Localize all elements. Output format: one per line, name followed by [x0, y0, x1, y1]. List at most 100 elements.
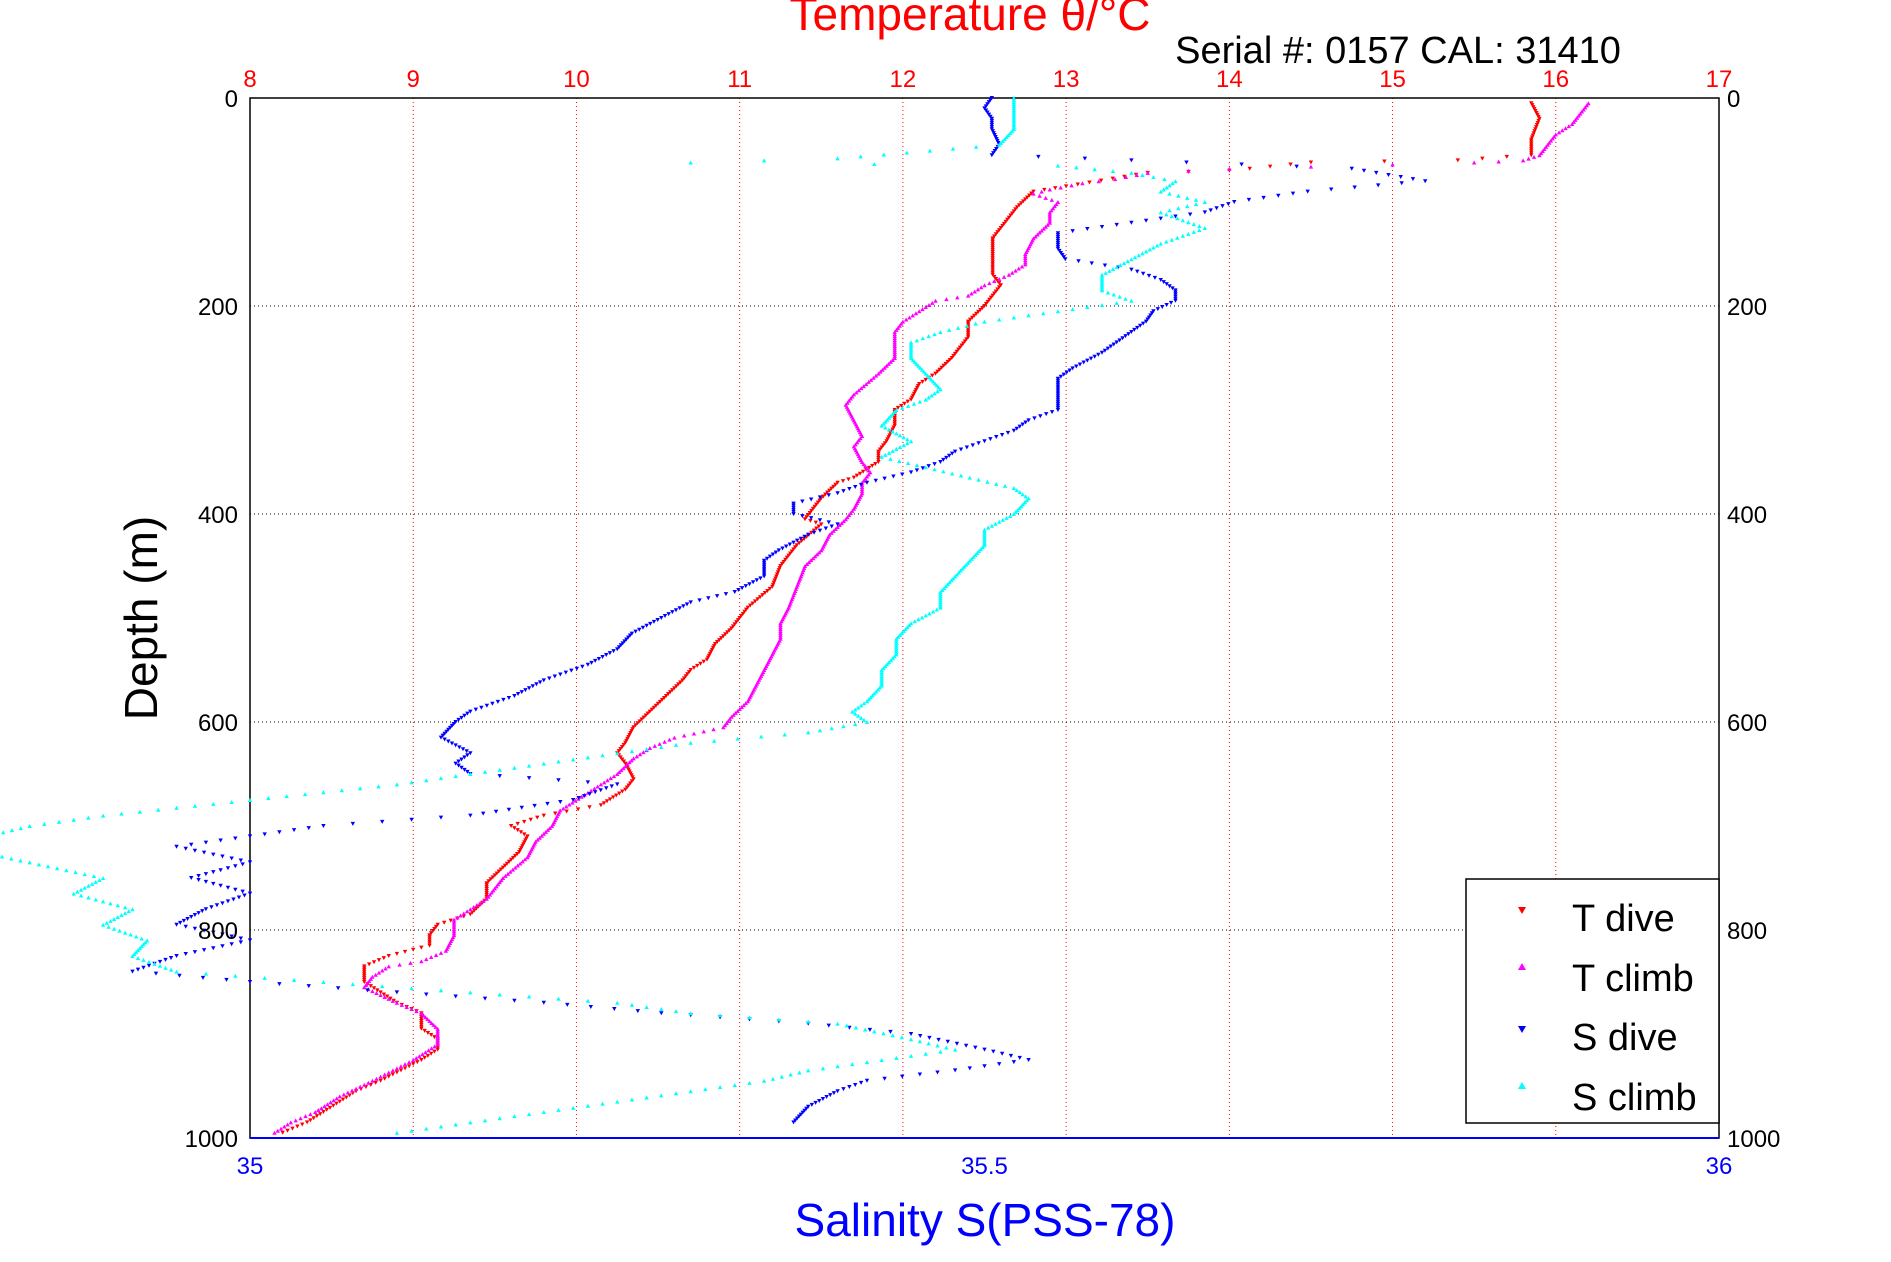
- data-point-t-dive: [381, 956, 387, 961]
- data-point-s-dive: [1017, 1055, 1022, 1060]
- data-point-t-dive: [993, 232, 999, 237]
- data-point-t-climb: [382, 1072, 387, 1077]
- depth-tick-label-left: 600: [198, 710, 238, 737]
- data-point-t-climb: [850, 508, 855, 513]
- data-point-t-dive: [331, 1103, 336, 1108]
- data-point-t-dive: [876, 460, 881, 464]
- data-point-s-climb: [1099, 302, 1105, 307]
- data-point-s-dive: [446, 739, 451, 744]
- data-point-t-climb: [833, 526, 838, 531]
- data-point-s-climb: [935, 1043, 940, 1048]
- data-point-t-dive: [755, 597, 760, 602]
- data-point-s-climb: [409, 1128, 414, 1133]
- data-point-s-climb: [556, 759, 561, 764]
- data-point-s-climb: [996, 142, 1002, 147]
- data-point-s-dive: [1092, 354, 1097, 359]
- data-point-s-climb: [1175, 216, 1180, 221]
- data-point-s-climb: [964, 323, 970, 328]
- data-point-t-climb: [288, 1120, 294, 1125]
- data-point-t-climb: [394, 1066, 400, 1071]
- data-point-t-climb: [735, 708, 740, 713]
- data-point-s-dive: [1099, 350, 1105, 355]
- data-point-t-climb: [477, 900, 483, 905]
- data-point-t-climb: [398, 1064, 404, 1069]
- data-point-s-dive: [233, 836, 238, 841]
- data-point-s-climb: [1099, 288, 1105, 293]
- data-point-t-dive: [461, 914, 467, 919]
- data-point-s-dive: [468, 709, 473, 714]
- data-point-t-climb: [435, 1042, 440, 1047]
- data-point-s-climb: [78, 887, 84, 892]
- data-point-t-climb: [376, 970, 382, 975]
- data-point-t-dive: [779, 561, 785, 566]
- data-point-t-climb: [421, 1013, 426, 1018]
- data-point-s-dive: [1328, 187, 1334, 192]
- data-point-s-dive: [174, 954, 179, 958]
- data-point-t-climb: [1545, 142, 1550, 147]
- data-point-t-climb: [743, 701, 748, 706]
- legend-entry-t-climb: T climb: [1518, 958, 1694, 1000]
- data-point-s-climb: [897, 632, 903, 637]
- data-point-t-climb: [1556, 130, 1562, 135]
- data-point-t-dive: [809, 508, 814, 513]
- data-point-s-climb: [56, 819, 62, 824]
- data-point-t-climb: [341, 1092, 347, 1097]
- data-point-t-dive: [601, 801, 607, 806]
- data-point-t-climb: [886, 361, 891, 366]
- data-point-t-dive: [435, 1047, 440, 1052]
- data-point-t-climb: [1013, 268, 1018, 273]
- data-point-s-climb: [884, 662, 890, 667]
- data-point-s-dive: [262, 832, 267, 837]
- data-point-s-climb: [1019, 504, 1024, 509]
- data-point-t-dive: [952, 351, 958, 356]
- data-point-s-dive: [670, 610, 675, 615]
- data-point-s-dive: [640, 625, 646, 630]
- data-point-s-climb: [872, 691, 877, 696]
- data-point-t-climb: [394, 1000, 400, 1005]
- data-point-s-dive: [484, 703, 490, 708]
- data-point-t-climb: [543, 829, 549, 834]
- data-point-s-dive: [900, 472, 905, 477]
- data-point-s-dive: [982, 1064, 987, 1069]
- data-point-s-climb: [974, 551, 980, 555]
- data-point-s-climb: [888, 456, 893, 461]
- data-point-s-dive: [999, 432, 1005, 437]
- data-point-t-dive: [628, 781, 633, 786]
- data-point-s-climb: [858, 715, 864, 720]
- data-point-s-climb: [1011, 486, 1017, 490]
- data-point-t-dive: [811, 528, 817, 533]
- data-point-t-climb: [1547, 140, 1552, 145]
- data-point-s-dive: [1155, 307, 1161, 312]
- data-point-s-climb: [973, 144, 979, 149]
- data-point-s-dive: [146, 963, 152, 968]
- data-point-s-climb: [203, 971, 209, 976]
- data-point-s-dive: [798, 536, 804, 541]
- data-point-s-dive: [764, 556, 770, 561]
- data-point-t-climb: [701, 729, 706, 734]
- data-point-s-climb: [782, 732, 787, 737]
- data-point-s-climb: [284, 794, 289, 799]
- data-point-s-dive: [1105, 346, 1111, 351]
- data-point-s-dive: [847, 487, 852, 492]
- data-point-s-dive: [1173, 214, 1178, 219]
- data-point-t-climb: [848, 510, 853, 515]
- data-point-t-climb: [726, 718, 731, 723]
- data-point-s-climb: [644, 1004, 649, 1009]
- data-point-s-dive: [1149, 311, 1155, 316]
- data-point-s-climb: [864, 720, 870, 724]
- data-point-t-climb: [691, 731, 697, 736]
- data-point-t-dive: [801, 536, 807, 541]
- data-point-t-climb: [1058, 185, 1063, 190]
- data-point-t-dive: [442, 920, 447, 925]
- data-point-t-climb: [652, 743, 657, 748]
- data-point-s-dive: [714, 594, 720, 599]
- data-point-t-dive: [840, 479, 846, 484]
- data-point-t-dive: [806, 513, 811, 518]
- legend: T dive T climb S dive S climb: [1465, 878, 1720, 1124]
- data-point-t-dive: [422, 1028, 427, 1033]
- data-point-t-climb: [895, 325, 901, 330]
- data-point-s-climb: [1000, 138, 1006, 143]
- data-point-t-climb: [328, 1100, 333, 1105]
- data-point-s-climb: [881, 152, 886, 157]
- data-point-t-climb: [1050, 206, 1056, 211]
